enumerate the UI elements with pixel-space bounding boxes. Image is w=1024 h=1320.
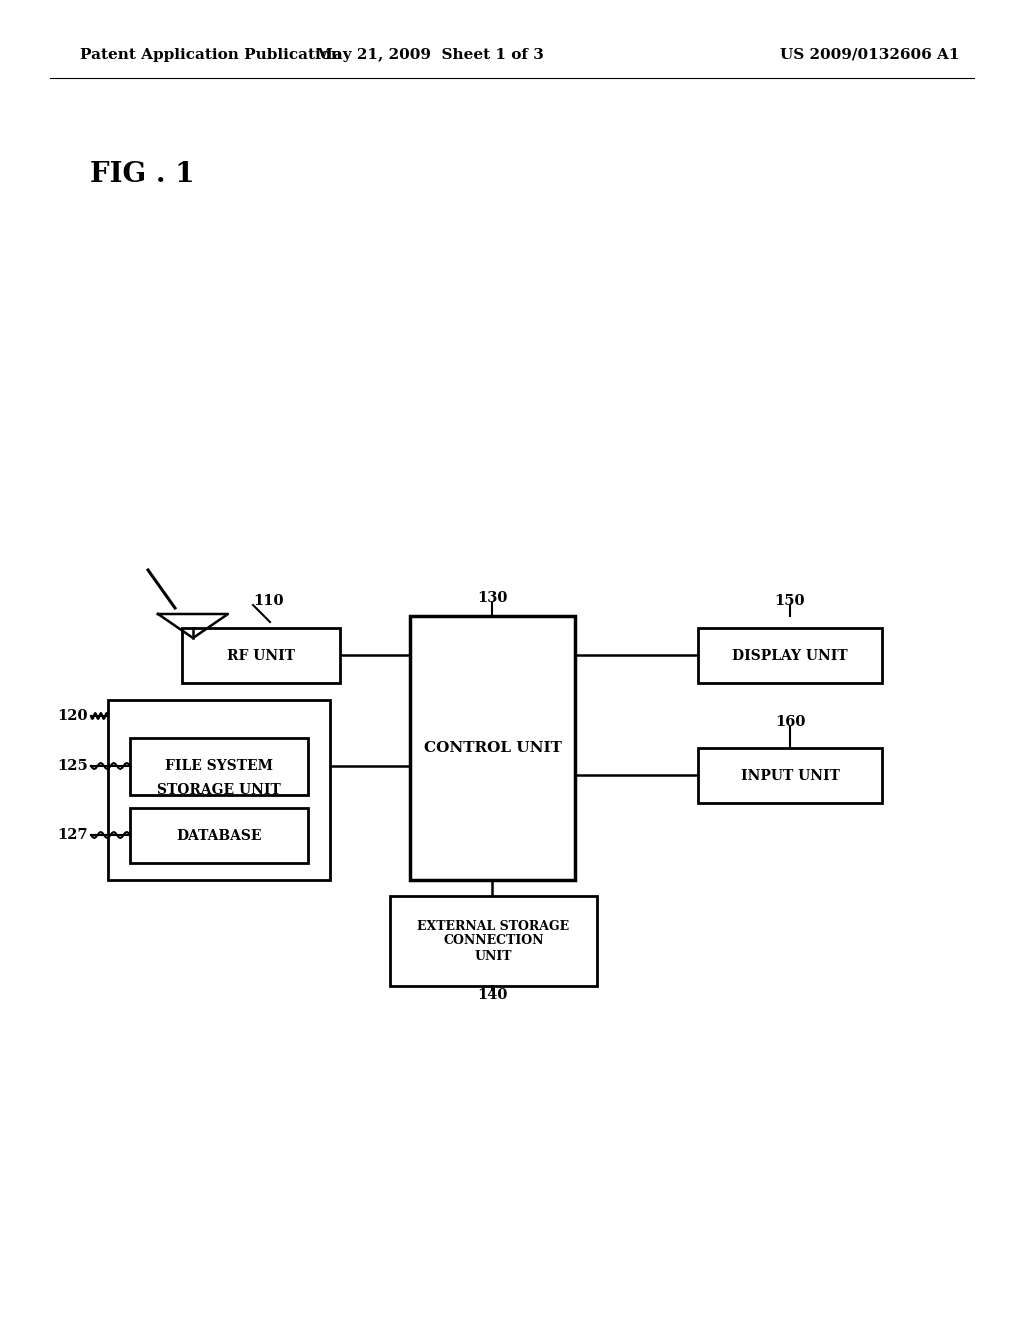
Text: 130: 130 — [477, 591, 507, 605]
Bar — [410, 616, 575, 880]
Text: 110: 110 — [253, 594, 284, 609]
Bar — [698, 628, 882, 682]
Bar — [698, 748, 882, 803]
Text: 125: 125 — [57, 759, 88, 774]
Text: 127: 127 — [57, 828, 88, 842]
Text: FIG . 1: FIG . 1 — [90, 161, 195, 189]
Bar — [130, 738, 308, 795]
Bar — [130, 808, 308, 863]
Text: May 21, 2009  Sheet 1 of 3: May 21, 2009 Sheet 1 of 3 — [316, 48, 544, 62]
Text: RF UNIT: RF UNIT — [227, 648, 295, 663]
Text: FILE SYSTEM: FILE SYSTEM — [165, 759, 273, 774]
Text: 120: 120 — [57, 709, 88, 723]
Text: US 2009/0132606 A1: US 2009/0132606 A1 — [780, 48, 959, 62]
Text: EXTERNAL STORAGE
CONNECTION
UNIT: EXTERNAL STORAGE CONNECTION UNIT — [418, 920, 569, 962]
Text: 140: 140 — [477, 987, 507, 1002]
Text: 160: 160 — [775, 715, 805, 729]
Text: 150: 150 — [775, 594, 805, 609]
Bar — [182, 628, 340, 682]
Text: DATABASE: DATABASE — [176, 829, 262, 842]
Bar — [390, 896, 597, 986]
Bar — [108, 700, 330, 880]
Text: INPUT UNIT: INPUT UNIT — [740, 768, 840, 783]
Text: Patent Application Publication: Patent Application Publication — [80, 48, 342, 62]
Text: DISPLAY UNIT: DISPLAY UNIT — [732, 648, 848, 663]
Text: CONTROL UNIT: CONTROL UNIT — [424, 741, 561, 755]
Text: STORAGE UNIT: STORAGE UNIT — [157, 783, 281, 797]
